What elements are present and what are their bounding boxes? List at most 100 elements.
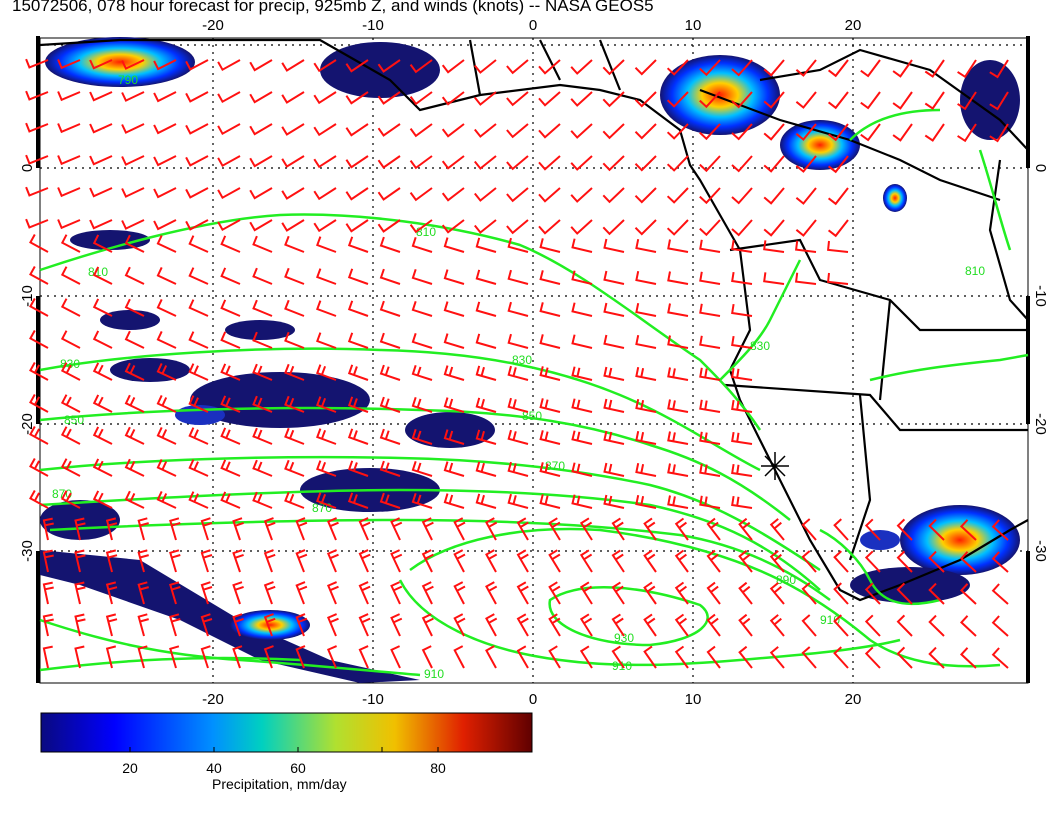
wind-barb bbox=[731, 187, 753, 205]
wind-barb bbox=[603, 430, 625, 445]
wind-barb bbox=[706, 613, 721, 637]
wind-barb bbox=[827, 219, 849, 238]
wind-barb bbox=[441, 219, 465, 234]
wind-barb bbox=[507, 237, 529, 253]
wind-barb bbox=[411, 236, 433, 253]
wind-barb bbox=[74, 549, 86, 573]
contour-labels: 790 810 810 830 830 850 850 870 870 890 … bbox=[52, 73, 985, 681]
wind-barb bbox=[928, 582, 945, 605]
wind-barb bbox=[25, 218, 49, 229]
wind-barb bbox=[281, 59, 305, 72]
wind-barb bbox=[539, 238, 561, 253]
wind-barb bbox=[570, 91, 593, 107]
wind-barb bbox=[475, 365, 497, 381]
wind-barb bbox=[441, 155, 465, 170]
wind-barb bbox=[485, 549, 498, 573]
wind-barb bbox=[731, 335, 753, 349]
wind-barb bbox=[220, 491, 241, 509]
wind-barb bbox=[453, 613, 466, 637]
wind-barb bbox=[443, 429, 465, 445]
wind-barb bbox=[137, 549, 149, 573]
wind-barb bbox=[539, 398, 561, 413]
wind-barb bbox=[156, 234, 177, 253]
wind-barb bbox=[326, 517, 339, 541]
wind-barb bbox=[699, 91, 721, 109]
lat-label: -30 bbox=[19, 540, 36, 562]
wind-barb bbox=[738, 645, 753, 669]
wind-barb bbox=[153, 91, 177, 103]
wind-barb bbox=[185, 59, 209, 71]
contour-label: 830 bbox=[512, 353, 532, 367]
wind-barb bbox=[105, 517, 118, 541]
wind-barb bbox=[507, 493, 529, 509]
wind-barb bbox=[284, 395, 305, 413]
wind-barb bbox=[571, 494, 593, 509]
wind-barb bbox=[60, 234, 81, 253]
wind-barb bbox=[699, 123, 721, 141]
wind-barb bbox=[29, 426, 49, 445]
wind-barb bbox=[377, 59, 401, 73]
wind-barb bbox=[347, 300, 369, 317]
wind-barb bbox=[252, 267, 273, 285]
wind-barb bbox=[539, 430, 561, 445]
wind-barb bbox=[358, 549, 371, 573]
wind-barb bbox=[667, 271, 689, 285]
wind-barb bbox=[200, 581, 213, 605]
wind-barb bbox=[92, 394, 113, 413]
wind-barb bbox=[169, 613, 181, 637]
wind-barb bbox=[485, 645, 497, 669]
wind-barb bbox=[827, 272, 849, 285]
wind-barb bbox=[666, 155, 689, 172]
wind-barb bbox=[634, 187, 657, 204]
wind-barb bbox=[635, 495, 657, 509]
wind-barb bbox=[316, 396, 337, 413]
wind-barb bbox=[507, 333, 529, 349]
wind-barb bbox=[200, 549, 213, 573]
lon-label: -20 bbox=[202, 17, 224, 34]
wind-barb bbox=[379, 236, 401, 253]
wind-barb bbox=[635, 367, 657, 381]
wind-barb bbox=[185, 187, 209, 199]
wind-barb bbox=[896, 518, 913, 541]
wind-barb bbox=[548, 549, 561, 573]
wind-barb bbox=[316, 492, 337, 509]
wind-barb bbox=[284, 491, 305, 509]
lon-label: -10 bbox=[362, 17, 384, 34]
contour-label: 810 bbox=[965, 264, 985, 278]
wind-barb bbox=[29, 458, 49, 477]
wind-barb bbox=[801, 518, 817, 541]
wind-barb bbox=[169, 517, 181, 541]
wind-barb bbox=[603, 334, 625, 349]
wind-barb bbox=[506, 123, 529, 139]
wind-barb bbox=[892, 123, 913, 142]
wind-barb bbox=[232, 549, 244, 573]
wind-barb bbox=[409, 187, 433, 202]
wind-barb bbox=[795, 219, 817, 237]
wind-barb bbox=[666, 59, 689, 76]
wind-barb bbox=[443, 301, 465, 317]
wind-barb bbox=[263, 517, 276, 541]
wind-barb bbox=[860, 123, 881, 142]
wind-barb bbox=[92, 458, 113, 477]
wind-barb bbox=[316, 236, 337, 253]
wind-barb bbox=[602, 123, 625, 140]
wind-barb bbox=[570, 187, 593, 203]
wind-barb bbox=[699, 239, 721, 253]
lat-label: -30 bbox=[1032, 540, 1049, 562]
wind-barb bbox=[25, 122, 49, 133]
wind-barb bbox=[989, 123, 1009, 143]
wind-barb bbox=[475, 269, 497, 285]
wind-barb bbox=[827, 240, 849, 253]
wind-barb bbox=[121, 219, 145, 230]
wind-barb bbox=[731, 399, 753, 413]
wind-barb bbox=[411, 364, 433, 381]
wind-barb bbox=[579, 645, 593, 669]
wind-barb bbox=[358, 645, 369, 669]
wind-barb bbox=[443, 493, 465, 509]
wind-barb bbox=[827, 59, 849, 78]
wind-barb bbox=[347, 364, 369, 381]
contour-label: 790 bbox=[118, 73, 138, 87]
wind-barb bbox=[506, 219, 529, 235]
wind-barb bbox=[379, 268, 401, 285]
wind-barb bbox=[991, 615, 1009, 637]
